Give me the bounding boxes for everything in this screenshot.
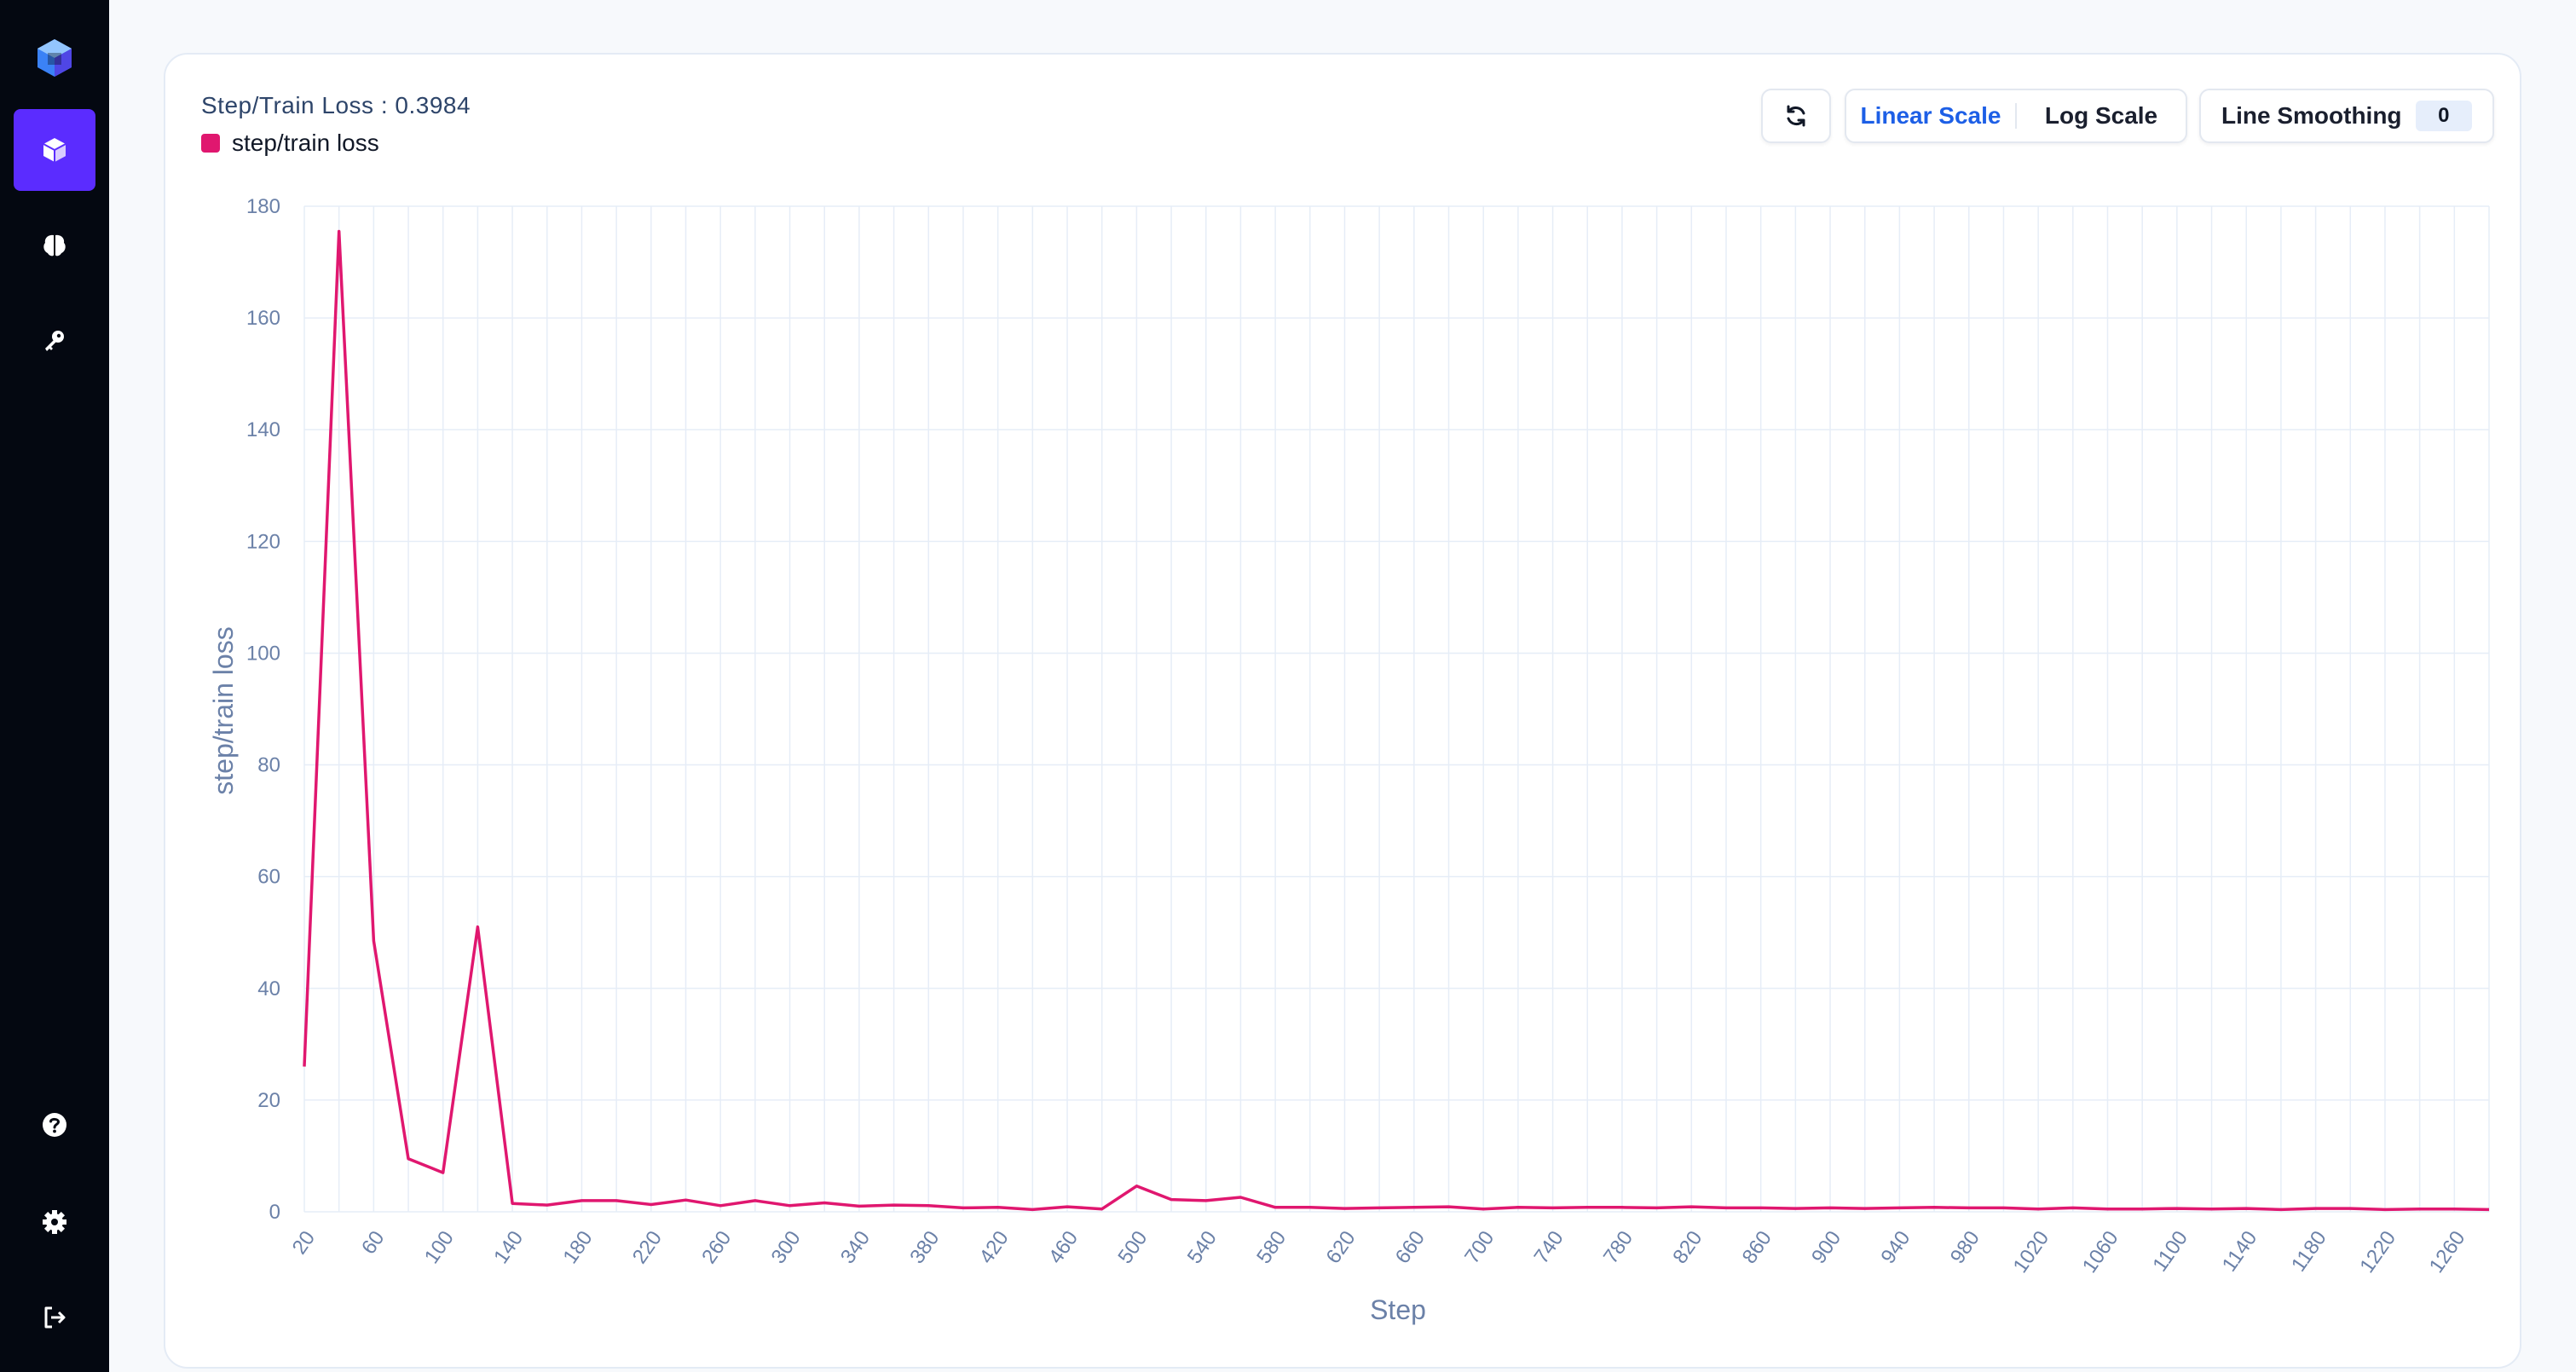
sidebar-item-settings[interactable] [14, 1181, 95, 1263]
x-tick-label: 1180 [2287, 1227, 2331, 1277]
x-axis-label: Step [1370, 1294, 1426, 1325]
sidebar [0, 0, 109, 1372]
sidebar-item-keys[interactable] [14, 300, 95, 382]
x-tick-label: 780 [1599, 1227, 1637, 1268]
legend-label[interactable]: step/train loss [232, 130, 379, 156]
x-tick-label: 580 [1252, 1227, 1291, 1268]
chart-title: Step/Train Loss : 0.3984 [201, 92, 471, 118]
y-tick-label: 20 [257, 1089, 280, 1112]
x-tick-label: 1020 [2008, 1227, 2053, 1277]
x-tick-label: 740 [1530, 1227, 1568, 1268]
legend: step/train loss [201, 130, 379, 157]
x-tick-label: 460 [1044, 1227, 1083, 1268]
line-smoothing-control: Line Smoothing 0 [2199, 89, 2494, 143]
x-tick-label: 620 [1322, 1227, 1360, 1268]
x-axis-ticks: 20 60 100 140 180 220 260 300 340 380 420 460 500 540… [288, 1227, 2470, 1277]
x-tick-label: 820 [1668, 1227, 1707, 1268]
scale-toggle: Linear Scale Log Scale [1845, 89, 2187, 143]
app-logo-icon[interactable] [32, 36, 77, 80]
y-tick-label: 120 [246, 530, 280, 553]
x-tick-label: 1060 [2078, 1227, 2123, 1277]
gear-icon [43, 1210, 66, 1234]
loss-chart: 0 20 40 60 80 100 120 140 160 180 20 60 100 140 180 22… [208, 195, 2490, 1325]
x-tick-label: 700 [1460, 1227, 1499, 1268]
logout-icon [44, 1306, 66, 1329]
y-tick-label: 60 [257, 866, 280, 889]
x-tick-label: 420 [975, 1227, 1014, 1268]
x-tick-label: 980 [1946, 1227, 1984, 1268]
y-tick-label: 160 [246, 307, 280, 330]
x-tick-label: 380 [905, 1227, 944, 1268]
x-tick-label: 20 [288, 1227, 320, 1259]
x-tick-label: 1100 [2148, 1227, 2192, 1277]
x-tick-label: 1140 [2218, 1227, 2262, 1277]
x-tick-label: 540 [1183, 1227, 1222, 1268]
x-tick-label: 100 [420, 1227, 459, 1268]
help-icon [43, 1113, 66, 1137]
y-axis-label: step/train loss [208, 626, 239, 794]
sidebar-item-logout[interactable] [14, 1277, 95, 1358]
x-tick-label: 220 [628, 1227, 667, 1268]
x-tick-label: 500 [1113, 1227, 1152, 1268]
brain-icon [43, 234, 66, 257]
sidebar-item-models[interactable] [14, 109, 95, 191]
refresh-button[interactable] [1761, 89, 1831, 143]
sidebar-item-help[interactable] [14, 1084, 95, 1166]
key-icon [45, 331, 64, 351]
line-smoothing-input[interactable]: 0 [2415, 101, 2472, 131]
x-tick-label: 180 [558, 1227, 597, 1268]
y-axis-ticks: 0 20 40 60 80 100 120 140 160 180 [246, 195, 280, 1224]
x-tick-label: 60 [357, 1227, 389, 1259]
x-tick-label: 1220 [2355, 1227, 2400, 1277]
x-tick-label: 660 [1391, 1227, 1430, 1268]
x-tick-label: 140 [489, 1227, 528, 1268]
y-tick-label: 100 [246, 642, 280, 665]
x-tick-label: 900 [1807, 1227, 1845, 1268]
line-smoothing-label: Line Smoothing [2221, 102, 2402, 129]
x-tick-label: 300 [767, 1227, 806, 1268]
linear-scale-button[interactable]: Linear Scale [1860, 102, 2001, 129]
x-tick-label: 860 [1738, 1227, 1776, 1268]
sidebar-item-brain[interactable] [14, 205, 95, 286]
x-tick-label: 340 [836, 1227, 875, 1268]
series-line-step-train-loss [303, 229, 2490, 1212]
y-tick-label: 80 [257, 754, 280, 777]
chart-card: Step/Train Loss : 0.3984 step/train loss… [164, 53, 2521, 1369]
y-tick-label: 0 [269, 1201, 280, 1224]
scale-divider [2015, 103, 2017, 129]
y-tick-label: 40 [257, 977, 280, 1000]
x-tick-label: 940 [1876, 1227, 1915, 1268]
refresh-icon [1787, 105, 1805, 127]
x-tick-label: 260 [697, 1227, 736, 1268]
chart-grid [303, 205, 2490, 1213]
cube-icon [43, 138, 66, 162]
y-tick-label: 180 [246, 195, 280, 218]
legend-swatch [201, 134, 220, 153]
log-scale-button[interactable]: Log Scale [2044, 102, 2158, 129]
y-tick-label: 140 [246, 418, 280, 441]
x-tick-label: 1260 [2425, 1227, 2470, 1277]
